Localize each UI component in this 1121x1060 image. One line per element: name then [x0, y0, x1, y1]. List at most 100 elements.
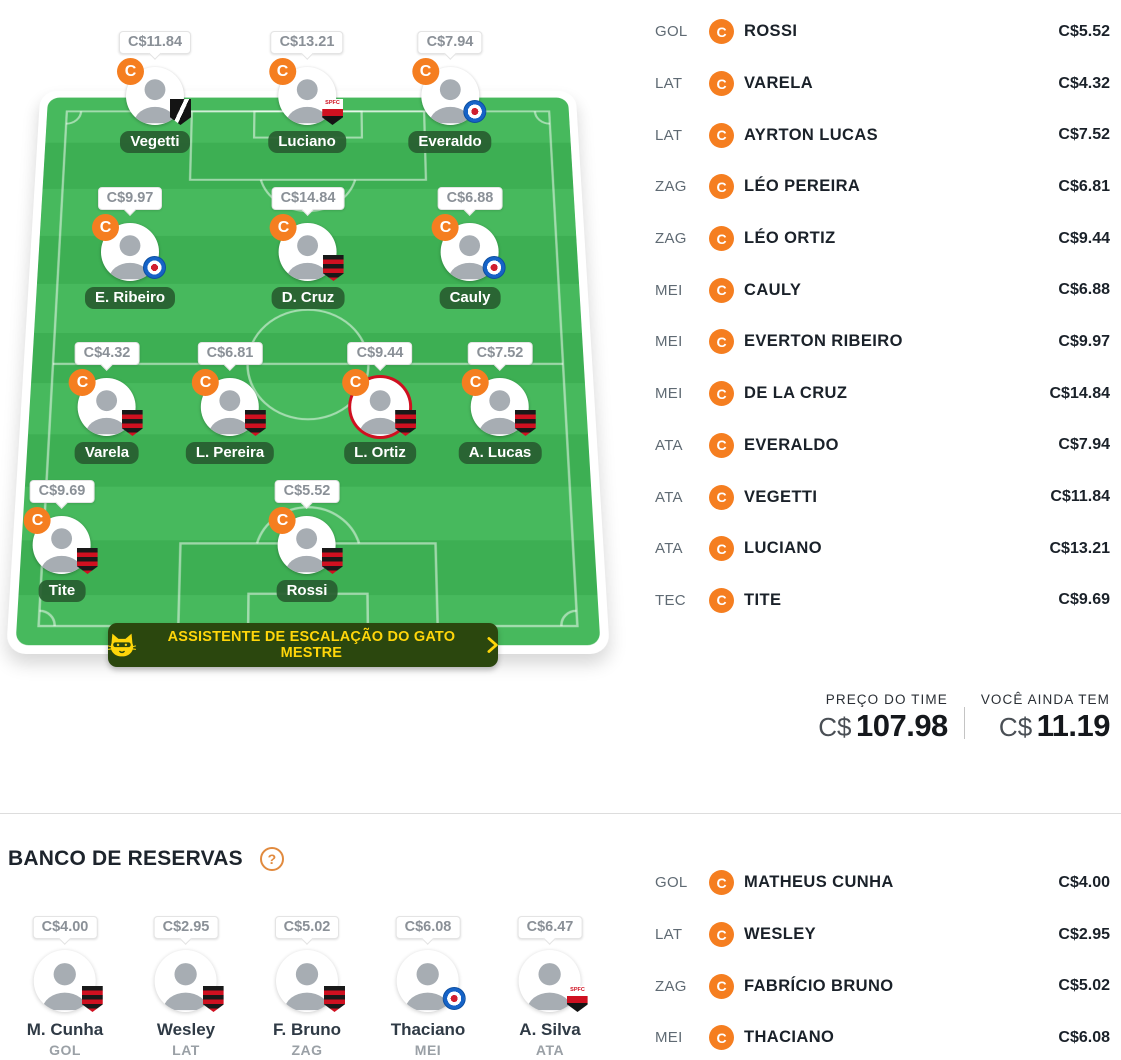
player-list-row[interactable]: GOL C MATHEUS CUNHA C$4.00 — [655, 857, 1110, 909]
player-avatar-wrap: C — [431, 214, 506, 281]
team-badge — [566, 986, 588, 1012]
player-price: C$14.84 — [1049, 384, 1111, 402]
field-player[interactable]: C$6.88 C Cauly — [431, 187, 506, 309]
player-avatar-wrap: C — [268, 507, 343, 574]
player-silhouette-icon — [286, 79, 328, 124]
bench-player[interactable]: C$5.02 F. Bruno ZAG — [273, 916, 345, 1058]
captain-badge: C — [709, 122, 734, 148]
player-name: AYRTON LUCAS — [744, 125, 879, 144]
player-name: A. Lucas — [458, 442, 542, 464]
field-player[interactable]: C$9.97 C E. Ribeiro — [84, 187, 176, 309]
player-name: Varela — [74, 442, 140, 464]
player-list-row[interactable]: MEI C CAULY C$6.88 — [655, 264, 1110, 316]
player-price-bubble: C$9.97 — [97, 187, 163, 210]
player-avatar — [126, 67, 184, 125]
captain-badge: C — [117, 58, 144, 85]
captain-badge: C — [709, 174, 734, 200]
captain-badge: C — [462, 369, 489, 396]
player-list-row[interactable]: MEI C EVERTON RIBEIRO C$9.97 — [655, 316, 1110, 368]
field-player[interactable]: C$6.81 C L. Pereira — [185, 342, 275, 464]
player-list-row[interactable]: LAT C WESLEY C$2.95 — [655, 909, 1110, 961]
bench-player[interactable]: C$4.00 M. Cunha GOL — [26, 916, 104, 1058]
captain-badge: C — [709, 71, 734, 97]
player-list-row[interactable]: ATA C LUCIANO C$13.21 — [655, 523, 1110, 575]
team-badge — [463, 100, 486, 123]
field-player[interactable]: C$5.52 C Rossi — [268, 480, 343, 602]
player-silhouette-icon — [429, 79, 471, 124]
bench-list: GOL C MATHEUS CUNHA C$4.00 LAT C WESLEY … — [655, 857, 1110, 1060]
player-price: C$6.08 — [1058, 1028, 1110, 1046]
bench-player[interactable]: C$6.47 A. Silva ATA — [517, 916, 588, 1058]
bench-header: BANCO DE RESERVAS ? — [8, 847, 284, 871]
player-price: C$4.00 — [1058, 873, 1110, 891]
captain-badge: C — [709, 1025, 734, 1051]
player-avatar-wrap — [397, 950, 466, 1012]
player-list-row[interactable]: GOL C ROSSI C$5.52 — [655, 6, 1110, 58]
remaining-budget-block: VOCÊ AINDA TEM C$ 11.19 — [981, 692, 1111, 744]
player-silhouette-icon — [86, 390, 128, 435]
player-price-bubble: C$7.52 — [467, 342, 533, 365]
team-price-value: C$ 107.98 — [818, 708, 948, 744]
player-avatar-wrap: C — [23, 507, 98, 574]
player-position-label: TEC — [655, 591, 686, 609]
player-price-bubble: C$7.94 — [417, 31, 483, 54]
player-price-bubble: C$6.81 — [197, 342, 263, 365]
captain-badge: C — [709, 432, 734, 458]
player-list-row[interactable]: LAT C VARELA C$4.32 — [655, 58, 1110, 110]
field-player[interactable]: C$9.69 C Tite — [23, 480, 98, 602]
player-position-label: ZAG — [655, 230, 687, 248]
player-list-row[interactable]: LAT C AYRTON LUCAS C$7.52 — [655, 109, 1110, 161]
team-price-block: PREÇO DO TIME C$ 107.98 — [818, 692, 948, 744]
player-silhouette-icon — [449, 235, 491, 280]
player-list-row[interactable]: MEI C THACIANO C$6.08 — [655, 1012, 1110, 1060]
captain-badge: C — [709, 870, 734, 896]
player-name: Tite — [38, 580, 86, 602]
player-silhouette-icon — [42, 963, 88, 1011]
player-avatar — [201, 378, 259, 436]
bench-player[interactable]: C$2.95 Wesley LAT — [153, 916, 224, 1058]
team-badge — [324, 986, 345, 1012]
bench-player[interactable]: C$6.08 Thaciano MEI — [391, 916, 466, 1058]
team-badge — [142, 256, 166, 279]
player-list-row[interactable]: MEI C DE LA CRUZ C$14.84 — [655, 368, 1110, 420]
captain-badge: C — [91, 214, 119, 241]
field-player[interactable]: C$13.21 C Luciano — [268, 31, 346, 153]
player-price-bubble: C$9.44 — [347, 342, 413, 365]
player-avatar-wrap: C — [68, 369, 143, 436]
player-list-row[interactable]: ZAG C LÉO ORTIZ C$9.44 — [655, 213, 1110, 265]
field-player[interactable]: C$9.44 C L. Ortiz — [341, 342, 416, 464]
player-price: C$9.69 — [1058, 591, 1110, 609]
player-price-bubble: C$4.32 — [74, 342, 140, 365]
field-player[interactable]: C$11.84 C Vegetti — [117, 31, 192, 153]
captain-badge: C — [23, 507, 51, 534]
field-player[interactable]: C$4.32 C Varela — [68, 342, 143, 464]
help-icon[interactable]: ? — [259, 847, 284, 871]
player-avatar-wrap: C — [462, 369, 536, 436]
team-badge — [170, 99, 191, 125]
field-player[interactable]: C$14.84 C D. Cruz — [269, 187, 345, 309]
assistant-banner-button[interactable]: ASSISTENTE DE ESCALAÇÃO DO GATO MESTRE — [108, 623, 498, 667]
player-list-row[interactable]: ZAG C LÉO PEREIRA C$6.81 — [655, 161, 1110, 213]
player-position-label: MEI — [655, 385, 683, 403]
player-position-label: MEI — [655, 1029, 683, 1047]
player-name: LÉO ORTIZ — [744, 229, 836, 248]
section-divider — [0, 813, 1121, 814]
field-player[interactable]: C$7.52 C A. Lucas — [458, 342, 542, 464]
player-name: M. Cunha — [26, 1020, 104, 1039]
player-price: C$11.84 — [1050, 488, 1110, 506]
player-list-row[interactable]: ATA C VEGETTI C$11.84 — [655, 471, 1110, 523]
player-position-label: MEI — [655, 333, 683, 351]
player-list-row[interactable]: TEC C TITE C$9.69 — [655, 575, 1110, 627]
captain-badge: C — [709, 587, 734, 613]
player-name: F. Bruno — [273, 1020, 341, 1039]
field-player[interactable]: C$7.94 C Everaldo — [408, 31, 492, 153]
player-position-label: GOL — [655, 23, 688, 41]
player-silhouette-icon — [134, 79, 176, 124]
player-list-row[interactable]: ZAG C FABRÍCIO BRUNO C$5.02 — [655, 960, 1110, 1012]
player-price: C$5.52 — [1058, 22, 1110, 40]
player-name: DE LA CRUZ — [744, 384, 848, 403]
player-list-row[interactable]: ATA C EVERALDO C$7.94 — [655, 420, 1110, 472]
captain-badge: C — [709, 226, 734, 252]
player-silhouette-icon — [287, 235, 329, 280]
